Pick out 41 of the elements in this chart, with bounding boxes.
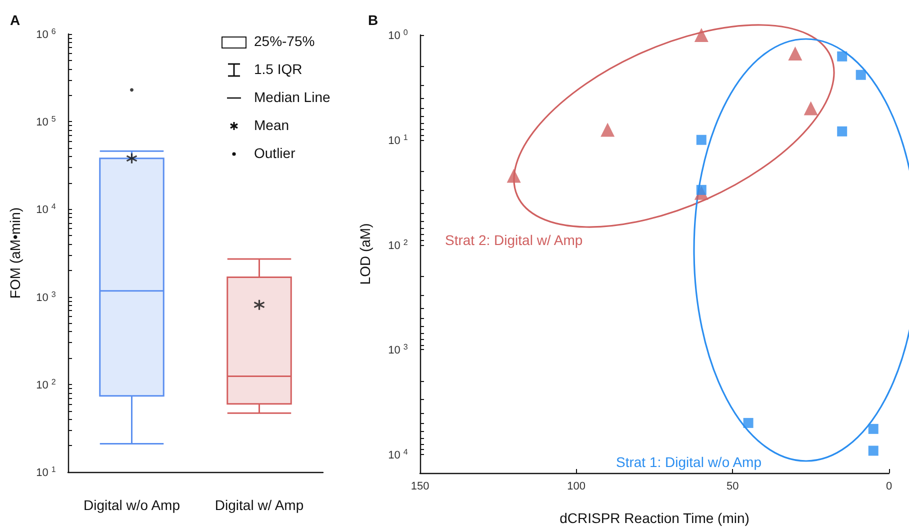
annotation: Outlier — [254, 145, 296, 161]
point — [804, 101, 818, 116]
annotation: 1.5 IQR — [254, 61, 302, 77]
series-label: Strat 1: Digital w/o Amp — [616, 454, 762, 470]
annotation: Median Line — [254, 89, 330, 105]
annotation: 25%-75% — [254, 33, 315, 49]
y-tick-label: 10$^{6}$ — [36, 26, 56, 41]
x-tick-label: Digital w/ Amp — [214, 497, 304, 513]
x-tick-label: 150 — [410, 480, 430, 492]
point — [868, 446, 878, 456]
y-tick-label: 10$^{1}$ — [388, 132, 408, 147]
y-axis-title: FOM (aM•min) — [7, 207, 23, 299]
x-tick-label: Digital w/o Amp — [84, 497, 180, 513]
point — [600, 122, 615, 137]
x-axis-title: dCRISPR Reaction Time (min) — [560, 510, 750, 526]
point — [856, 70, 866, 80]
y-tick-label: 10$^{3}$ — [388, 342, 408, 357]
point — [837, 51, 848, 62]
chart-title: A — [10, 12, 20, 28]
point — [837, 126, 848, 136]
y-tick-label: 10$^{0}$ — [388, 28, 408, 42]
y-tick-label: 10$^{3}$ — [36, 289, 56, 304]
text: Strat 2: Digital w/ Amp — [445, 232, 583, 248]
point — [868, 424, 878, 434]
point — [696, 134, 706, 145]
y-tick-label: 10$^{4}$ — [36, 202, 56, 216]
y-tick-label: 10$^{2}$ — [36, 376, 56, 392]
x-tick-label: 100 — [567, 480, 586, 492]
x-tick-label: 50 — [726, 480, 739, 492]
y-axis-title: LOD (aM) — [357, 223, 373, 285]
point — [506, 168, 521, 183]
y-tick-label: 10$^{1}$ — [36, 464, 56, 479]
x-tick-label: 0 — [886, 480, 892, 492]
y-tick-label: 10$^{5}$ — [36, 114, 56, 129]
point — [694, 28, 708, 42]
point — [788, 46, 802, 60]
annotation: Mean — [254, 117, 290, 133]
y-tick-label: 10$^{2}$ — [388, 237, 408, 252]
chart-title: B — [368, 12, 378, 28]
point — [743, 418, 754, 428]
y-tick-label: 10$^{4}$ — [388, 447, 408, 462]
